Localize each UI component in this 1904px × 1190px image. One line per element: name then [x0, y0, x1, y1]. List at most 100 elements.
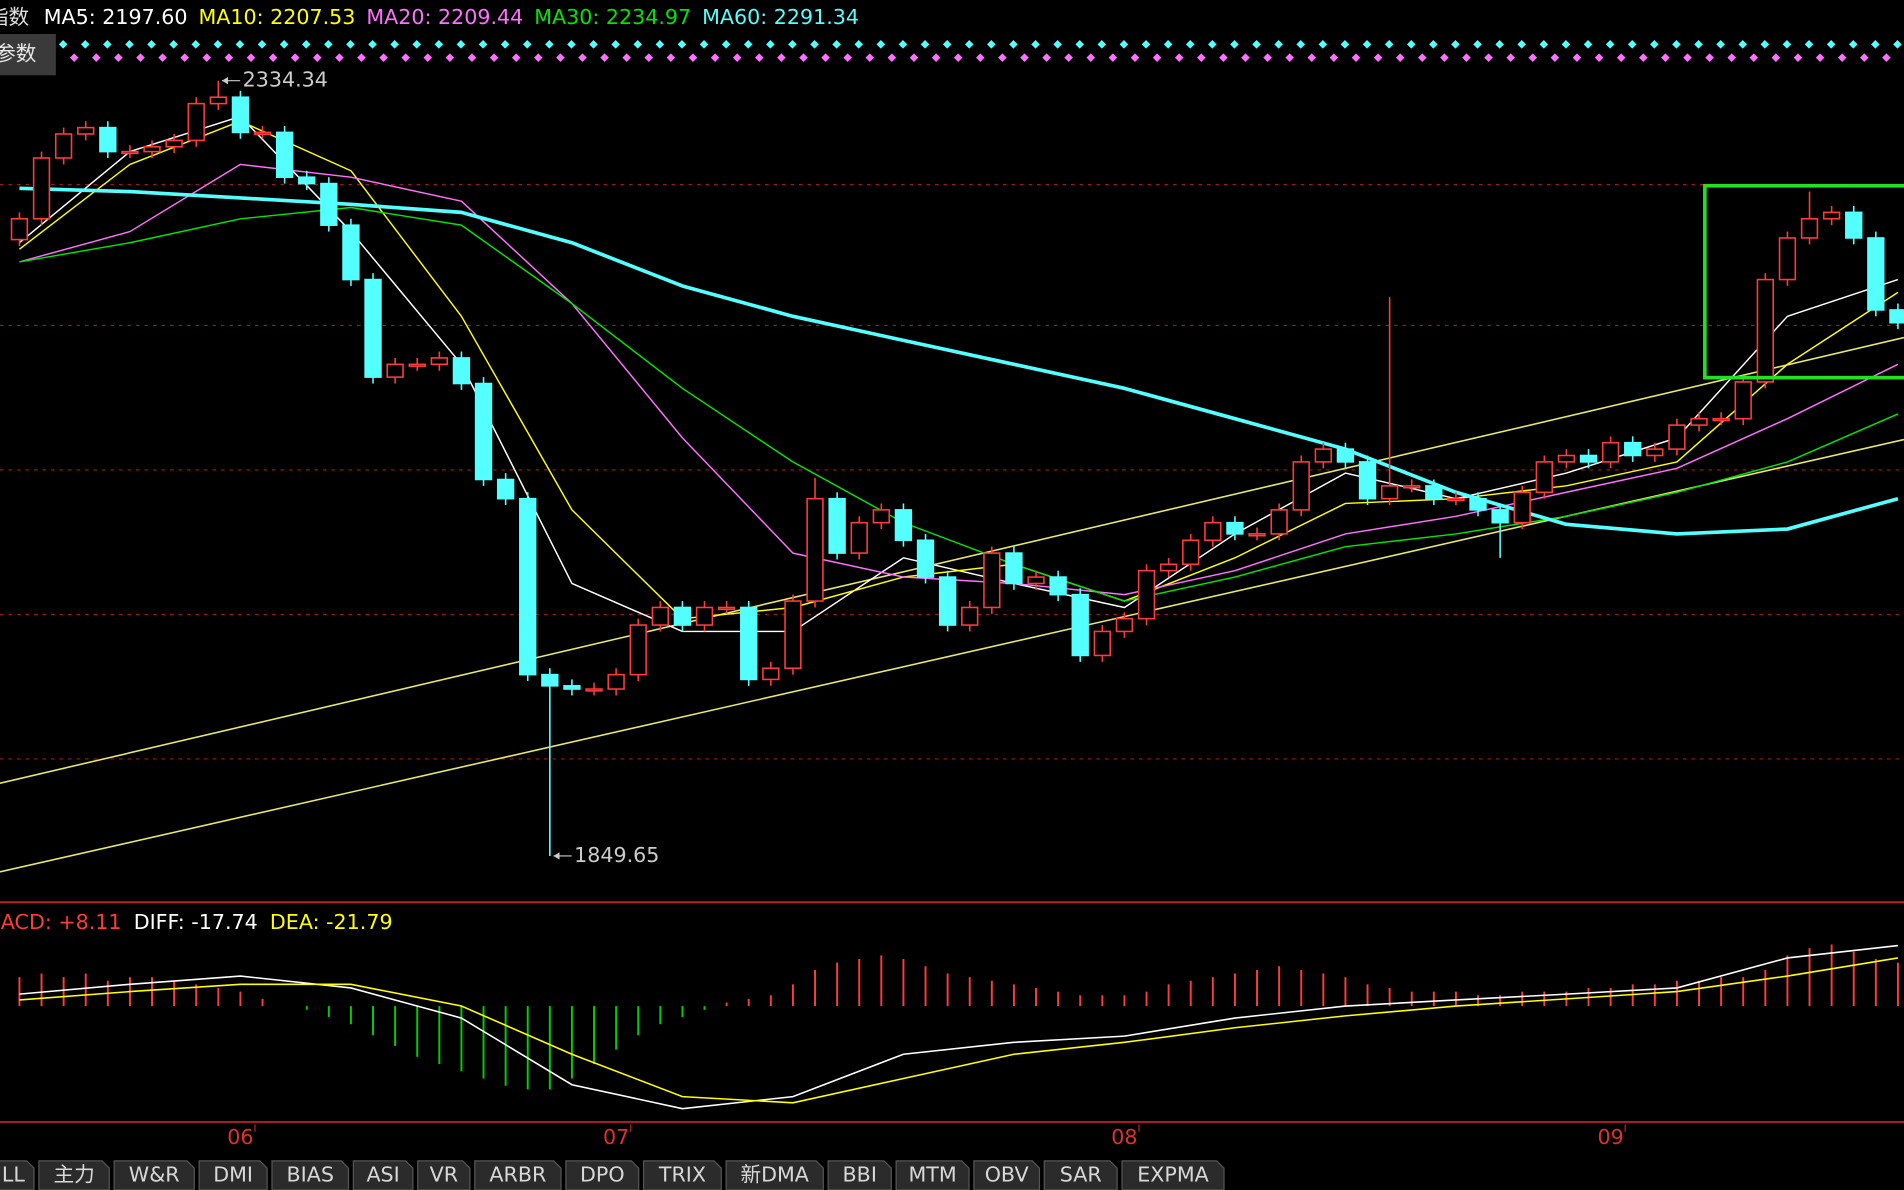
signal-dot — [235, 40, 245, 49]
candle-body — [983, 552, 1001, 609]
tab-label[interactable]: SAR — [1060, 1162, 1102, 1186]
signal-dot — [1340, 40, 1350, 49]
candle-body — [1358, 461, 1377, 500]
candle-body — [1778, 237, 1797, 281]
signal-dot — [732, 53, 742, 62]
tab[interactable] — [474, 1160, 562, 1190]
signal-dot — [832, 40, 841, 49]
tab-label[interactable]: BIAS — [287, 1162, 334, 1186]
macd-panel — [18, 944, 1899, 1110]
signal-dot — [998, 53, 1007, 62]
signal-dot — [887, 53, 897, 62]
signal-dot — [677, 40, 687, 49]
signal-dot — [390, 40, 399, 49]
candle-body — [121, 150, 139, 155]
candle-body — [629, 624, 647, 676]
candle-body — [430, 357, 449, 366]
signal-dot — [655, 40, 665, 49]
tab[interactable] — [827, 1160, 892, 1190]
candle-body — [342, 224, 360, 281]
candle-body — [1314, 448, 1333, 463]
tab-label[interactable]: W&R — [129, 1162, 180, 1186]
signal-dot — [622, 53, 631, 62]
tab[interactable] — [417, 1160, 471, 1190]
candle-body — [1226, 521, 1244, 535]
signal-dot — [1053, 40, 1062, 49]
signal-dot — [1859, 53, 1869, 62]
signal-dot — [699, 40, 709, 49]
signal-dot — [1185, 40, 1195, 49]
tab[interactable] — [1121, 1160, 1225, 1190]
tab-label[interactable]: 主力 — [53, 1162, 94, 1186]
candle-body — [1601, 441, 1620, 463]
tab-label[interactable]: TRIX — [658, 1162, 706, 1186]
tab[interactable] — [113, 1160, 195, 1190]
signal-dot — [1451, 40, 1460, 49]
candle-body — [1557, 454, 1576, 463]
signal-dot — [611, 40, 620, 49]
tab-label[interactable]: DPO — [580, 1162, 625, 1186]
tab-label[interactable]: VR — [430, 1162, 458, 1186]
signal-dot — [180, 53, 189, 62]
signal-dot — [920, 40, 930, 49]
candle-body — [187, 102, 205, 142]
indicator-tabs: LL 主力 W&R DMI BIAS ASI VR ARBR DPO TRIX 新DMA BBI MTM… — [0, 1160, 1225, 1190]
ma-line — [18, 120, 1899, 620]
tab-label[interactable]: 新DMA — [741, 1162, 809, 1186]
candle-body — [143, 146, 161, 153]
tab-label[interactable]: DMI — [213, 1162, 253, 1186]
signal-dot — [1749, 53, 1759, 62]
button-bg[interactable] — [0, 34, 56, 76]
candle-body — [1579, 454, 1598, 463]
candle-body — [253, 131, 272, 136]
tab-label[interactable]: BBI — [843, 1162, 877, 1186]
signal-dot — [335, 53, 344, 62]
macd-legend-entry: MACD: +8.11 — [0, 910, 122, 934]
tab-label[interactable]: ARBR — [489, 1162, 546, 1186]
tab[interactable] — [38, 1160, 110, 1190]
macd-legend-entry: DEA: -21.79 — [270, 910, 393, 934]
trend-line — [0, 336, 1904, 784]
candle-body — [1668, 424, 1686, 450]
candle-body — [1270, 509, 1288, 535]
signal-dot — [1804, 40, 1814, 49]
tab[interactable] — [725, 1160, 824, 1190]
candle-body — [1071, 593, 1089, 657]
signal-dot — [1119, 40, 1129, 49]
tab[interactable] — [271, 1160, 350, 1190]
button-label[interactable]: 参数 — [0, 42, 37, 66]
tab[interactable] — [0, 1160, 35, 1190]
candle-body — [1027, 576, 1045, 585]
candle-body — [1491, 509, 1509, 524]
signal-dot — [721, 40, 731, 49]
macd-legend-entry: DIFF: -17.74 — [134, 910, 258, 934]
signal-dot — [1163, 40, 1173, 49]
signal-dot — [312, 53, 322, 62]
tab-label[interactable]: LL — [2, 1162, 25, 1186]
tab[interactable] — [352, 1160, 414, 1190]
macd-line — [19, 957, 1899, 1104]
month-label: 07 — [603, 1125, 629, 1149]
signal-dot — [434, 40, 444, 49]
tab-label[interactable]: OBV — [985, 1162, 1029, 1186]
signal-dot — [478, 40, 488, 49]
signal-dot — [1307, 53, 1317, 62]
signal-dot — [754, 53, 764, 62]
tab[interactable] — [565, 1160, 640, 1190]
tab[interactable] — [1043, 1160, 1118, 1190]
tab[interactable] — [895, 1160, 970, 1190]
tab[interactable] — [973, 1160, 1041, 1190]
candle-body — [452, 357, 471, 385]
tab-label[interactable]: ASI — [366, 1162, 399, 1186]
tab[interactable] — [642, 1160, 722, 1190]
tab[interactable] — [198, 1160, 268, 1190]
signal-dot — [854, 40, 864, 49]
candle-body — [1889, 309, 1904, 324]
candle-body — [872, 509, 891, 524]
candle-body — [1822, 211, 1841, 220]
tab-label[interactable]: MTM — [908, 1162, 956, 1186]
candle-body — [209, 96, 228, 105]
signal-dot — [909, 53, 919, 62]
tab-label[interactable]: EXPMA — [1137, 1162, 1209, 1186]
param-button[interactable]: 参数 — [0, 34, 56, 76]
